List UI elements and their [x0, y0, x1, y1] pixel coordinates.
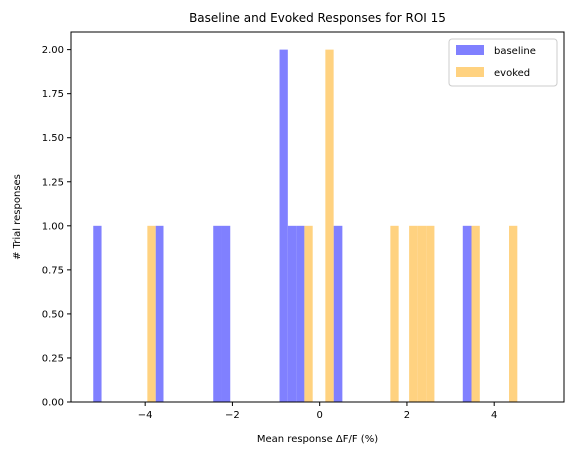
x-tick-label-3: 2: [404, 410, 410, 421]
x-tick-label-1: −2: [225, 410, 240, 421]
y-tick-label-1: 0.25: [42, 353, 64, 364]
bar-evoked-3: [390, 225, 399, 402]
bar-evoked-2: [325, 49, 334, 403]
bar-evoked-4: [409, 225, 418, 402]
bar-evoked-5: [417, 225, 427, 402]
bar-baseline-2: [213, 225, 222, 402]
bar-baseline-0: [93, 225, 102, 402]
legend: baseline evoked: [448, 38, 558, 87]
y-axis-label: # Trial responses: [12, 174, 23, 260]
y-tick-label-8: 2.00: [42, 45, 64, 56]
legend-swatch-baseline: [456, 45, 484, 55]
x-axis-label: Mean response ΔF/F (%): [257, 434, 378, 445]
bar-evoked-1: [304, 225, 313, 402]
bar-baseline-5: [287, 225, 297, 402]
plot-frame: [70, 31, 565, 403]
y-tick-label-6: 1.50: [42, 133, 64, 144]
x-tick-label-0: −4: [138, 410, 153, 421]
bar-baseline-7: [333, 225, 343, 402]
bar-baseline-4: [279, 49, 288, 403]
bar-evoked-0: [147, 225, 156, 402]
y-tick-label-3: 0.75: [42, 265, 64, 276]
y-tick-label-7: 1.75: [42, 89, 64, 100]
bar-evoked-8: [509, 225, 518, 402]
bar-baseline-1: [155, 225, 164, 402]
legend-swatch-evoked: [456, 67, 484, 77]
x-axis-ticks: −4 −2 0 2 4: [138, 402, 497, 421]
y-axis-ticks: 0.00 0.25 0.50 0.75 1.00 1.25 1.50 1.75 2.00: [42, 45, 71, 409]
bar-baseline-3: [221, 225, 231, 402]
bar-baseline-8: [462, 225, 472, 402]
bar-evoked-7: [471, 225, 480, 402]
chart-title: Baseline and Evoked Responses for ROI 15: [189, 11, 446, 25]
y-tick-label-2: 0.50: [42, 309, 64, 320]
bar-evoked-6: [426, 225, 435, 402]
bars-layer: [93, 49, 518, 403]
legend-label-evoked: evoked: [494, 68, 530, 79]
x-tick-label-4: 4: [491, 410, 497, 421]
x-tick-label-2: 0: [316, 410, 322, 421]
y-tick-label-5: 1.25: [42, 177, 64, 188]
y-tick-label-4: 1.00: [42, 221, 64, 232]
y-tick-label-0: 0.00: [42, 398, 64, 409]
legend-label-baseline: baseline: [494, 46, 536, 57]
bar-baseline-6: [296, 225, 305, 402]
